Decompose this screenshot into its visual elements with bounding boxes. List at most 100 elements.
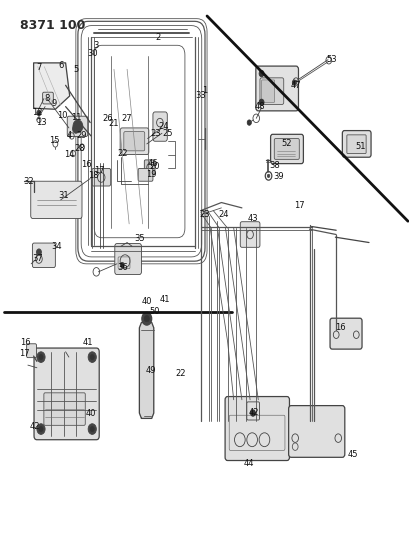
- Text: 28: 28: [74, 144, 85, 152]
- Circle shape: [36, 249, 41, 255]
- Circle shape: [72, 125, 79, 133]
- Text: 16: 16: [20, 338, 31, 346]
- Text: 24: 24: [218, 210, 228, 219]
- Text: 52: 52: [281, 140, 292, 148]
- FancyBboxPatch shape: [124, 132, 144, 151]
- Text: 9: 9: [52, 100, 57, 108]
- Circle shape: [39, 354, 43, 360]
- Text: 20: 20: [149, 162, 160, 171]
- Text: 50: 50: [149, 308, 160, 316]
- Text: 36: 36: [117, 263, 127, 272]
- FancyBboxPatch shape: [274, 139, 299, 159]
- Circle shape: [144, 316, 149, 322]
- FancyBboxPatch shape: [43, 92, 53, 104]
- Text: 22: 22: [117, 149, 127, 158]
- Circle shape: [258, 99, 263, 106]
- Text: 21: 21: [108, 119, 119, 127]
- FancyBboxPatch shape: [67, 116, 88, 136]
- Text: 13: 13: [36, 118, 46, 127]
- Text: 18: 18: [88, 172, 99, 180]
- Text: 48: 48: [254, 102, 265, 111]
- Text: 12: 12: [32, 108, 43, 117]
- Text: 47: 47: [290, 81, 301, 90]
- Text: 53: 53: [326, 55, 337, 64]
- Text: 6: 6: [58, 61, 64, 70]
- Text: 37: 37: [33, 254, 43, 263]
- Text: 17: 17: [293, 201, 304, 209]
- Circle shape: [120, 262, 124, 268]
- Text: 44: 44: [243, 459, 254, 468]
- FancyBboxPatch shape: [27, 344, 36, 358]
- Text: 23: 23: [150, 129, 161, 138]
- Text: 32: 32: [23, 177, 34, 185]
- Text: 33: 33: [195, 92, 206, 100]
- Text: 42: 42: [247, 408, 258, 417]
- FancyBboxPatch shape: [144, 160, 155, 175]
- Text: 45: 45: [346, 450, 357, 458]
- Text: 25: 25: [162, 129, 172, 138]
- FancyBboxPatch shape: [138, 168, 153, 181]
- FancyBboxPatch shape: [44, 393, 85, 425]
- FancyBboxPatch shape: [225, 397, 289, 461]
- FancyBboxPatch shape: [92, 168, 110, 186]
- Text: 24: 24: [157, 123, 168, 131]
- Circle shape: [90, 354, 94, 360]
- FancyBboxPatch shape: [153, 112, 167, 141]
- Text: 16: 16: [334, 324, 345, 332]
- Text: 2: 2: [155, 33, 160, 42]
- FancyBboxPatch shape: [329, 318, 361, 349]
- FancyBboxPatch shape: [261, 80, 274, 102]
- FancyBboxPatch shape: [34, 348, 99, 440]
- FancyBboxPatch shape: [259, 78, 283, 104]
- Circle shape: [37, 424, 45, 434]
- Text: 4: 4: [67, 132, 72, 140]
- Text: 8371 100: 8371 100: [20, 19, 85, 31]
- Circle shape: [292, 80, 296, 85]
- Text: 42: 42: [29, 422, 40, 431]
- Text: 38: 38: [269, 161, 279, 169]
- Polygon shape: [139, 322, 153, 418]
- Circle shape: [250, 410, 255, 416]
- Polygon shape: [34, 63, 70, 109]
- Text: 46: 46: [147, 159, 158, 168]
- Text: 40: 40: [141, 297, 152, 306]
- Text: 3: 3: [93, 41, 99, 50]
- FancyBboxPatch shape: [120, 128, 148, 155]
- Text: 11: 11: [70, 114, 81, 122]
- Text: 23: 23: [199, 210, 210, 219]
- Text: 34: 34: [51, 242, 62, 251]
- FancyBboxPatch shape: [240, 222, 259, 247]
- Text: 27: 27: [121, 114, 132, 123]
- FancyBboxPatch shape: [115, 244, 141, 274]
- Text: 39: 39: [273, 173, 283, 181]
- Circle shape: [258, 70, 263, 77]
- FancyBboxPatch shape: [270, 134, 303, 164]
- Circle shape: [142, 312, 151, 325]
- Text: 19: 19: [145, 170, 156, 179]
- FancyBboxPatch shape: [288, 406, 344, 457]
- Text: 26: 26: [102, 114, 112, 123]
- Circle shape: [73, 120, 83, 133]
- FancyBboxPatch shape: [342, 131, 370, 157]
- Circle shape: [39, 426, 43, 432]
- Text: 40: 40: [85, 409, 96, 418]
- Text: 30: 30: [87, 49, 97, 58]
- FancyBboxPatch shape: [346, 135, 365, 154]
- Text: 41: 41: [83, 338, 93, 346]
- Text: 10: 10: [57, 111, 67, 119]
- Text: 17: 17: [19, 349, 30, 358]
- Text: 1: 1: [202, 86, 207, 95]
- Circle shape: [88, 352, 96, 362]
- Text: 15: 15: [49, 136, 59, 144]
- FancyBboxPatch shape: [32, 243, 55, 268]
- Text: 17: 17: [94, 166, 105, 175]
- Circle shape: [37, 352, 45, 362]
- Text: 16: 16: [81, 160, 91, 168]
- FancyBboxPatch shape: [255, 66, 298, 111]
- Text: 41: 41: [160, 295, 170, 304]
- Text: 22: 22: [175, 369, 185, 377]
- Circle shape: [37, 110, 41, 116]
- FancyBboxPatch shape: [31, 181, 82, 219]
- Circle shape: [90, 426, 94, 432]
- Text: 29: 29: [76, 132, 87, 140]
